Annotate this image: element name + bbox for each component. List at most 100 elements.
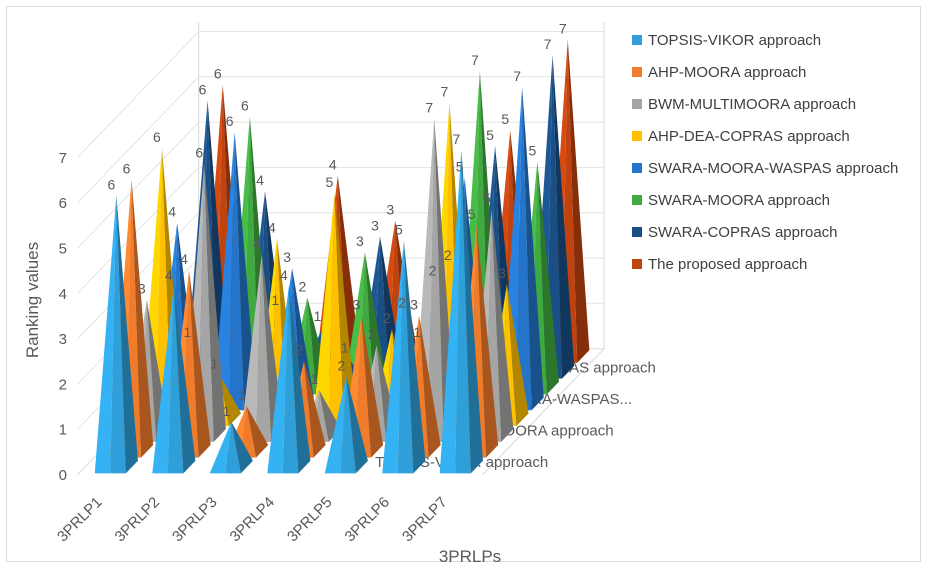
data-label: 4 xyxy=(253,235,261,251)
gridline xyxy=(76,31,605,159)
data-label: 1 xyxy=(341,340,349,356)
y-tick-label: 5 xyxy=(59,241,67,258)
data-label: 1 xyxy=(238,387,246,403)
data-label: 1 xyxy=(310,371,318,387)
data-label: 1 xyxy=(413,324,421,340)
data-label: 1 xyxy=(271,292,279,308)
data-label: 5 xyxy=(395,222,403,238)
x-axis-title: 3PRLPs xyxy=(439,547,501,566)
data-label: 6 xyxy=(195,145,203,161)
data-label: 1 xyxy=(222,403,230,419)
data-label: 2 xyxy=(429,263,437,279)
pyramid-mark xyxy=(382,240,426,474)
y-axis-ticks: 0 1 2 3 4 5 6 7 xyxy=(59,150,67,484)
y-tick-label: 0 xyxy=(59,467,67,484)
data-label: 7 xyxy=(425,99,433,115)
data-label: 7 xyxy=(471,52,479,68)
legend-entry: SWARA-MOORA approach xyxy=(648,192,830,209)
pyramid-mark xyxy=(213,132,257,411)
pyramid-mark xyxy=(94,195,138,474)
data-label: 4 xyxy=(280,267,288,283)
x-tick-label: 3PRLP4 xyxy=(227,494,279,546)
data-label: 7 xyxy=(544,36,552,52)
data-labels: 6143257641325716231754631257614527336412… xyxy=(107,20,566,418)
data-label: 7 xyxy=(452,131,460,147)
legend-swatch xyxy=(632,99,642,109)
data-label: 3 xyxy=(138,281,146,297)
pyramid-mark xyxy=(152,285,196,474)
x-axis-ticks: 3PRLP1 3PRLP2 3PRLP3 3PRLP4 3PRLP5 3PRLP6 3PRL… xyxy=(54,494,451,546)
data-label: 3 xyxy=(410,296,418,312)
data-label: 7 xyxy=(441,84,449,100)
x-tick-label: 3PRLP5 xyxy=(284,494,336,546)
data-label: 2 xyxy=(298,279,306,295)
legend-entry: The proposed approach xyxy=(648,256,807,273)
legend-swatch xyxy=(632,35,642,45)
data-label: 2 xyxy=(337,358,345,374)
data-label: 6 xyxy=(199,82,207,98)
y-tick-label: 1 xyxy=(59,422,67,439)
y-tick-label: 4 xyxy=(59,286,67,303)
data-label: 6 xyxy=(214,66,222,82)
data-label: 1 xyxy=(314,308,322,324)
y-axis-title: Ranking values xyxy=(23,242,42,358)
legend-entry: AHP-MOORA approach xyxy=(648,64,806,81)
data-label: 1 xyxy=(183,324,191,340)
data-label: 5 xyxy=(486,127,494,143)
data-label: 2 xyxy=(398,294,406,310)
legend-entry: SWARA-MOORA-WASPAS approach xyxy=(648,160,898,177)
data-label: 2 xyxy=(368,326,376,342)
data-label: 6 xyxy=(123,161,131,177)
data-label: 7 xyxy=(559,20,567,36)
y-tick-label: 6 xyxy=(59,195,67,212)
gridline xyxy=(76,76,605,204)
data-label: 6 xyxy=(241,97,249,113)
pyramid-marks xyxy=(94,39,590,474)
pyramid-mark xyxy=(439,150,483,474)
data-label: 2 xyxy=(444,247,452,263)
legend-swatch xyxy=(632,131,642,141)
y-tick-label: 7 xyxy=(59,150,67,167)
x-tick-label: 3PRLP2 xyxy=(112,494,164,546)
legend: TOPSIS-VIKOR approach AHP-MOORA approach B… xyxy=(632,32,898,273)
data-label: 4 xyxy=(329,156,337,172)
legend-entry: SWARA-COPRAS approach xyxy=(648,224,838,241)
pyramid-mark xyxy=(312,193,357,427)
gridline xyxy=(76,121,605,249)
legend-swatch xyxy=(632,227,642,237)
data-label: 3 xyxy=(371,217,379,233)
x-tick-label: 3PRLP7 xyxy=(399,494,451,546)
data-label: 5 xyxy=(468,206,476,222)
data-label: 4 xyxy=(180,251,188,267)
pyramid-mark xyxy=(324,376,368,474)
data-label: 5 xyxy=(528,143,536,159)
pyramid-mark xyxy=(500,86,544,411)
legend-swatch xyxy=(632,195,642,205)
data-label: 2 xyxy=(295,342,303,358)
data-label: 5 xyxy=(456,158,464,174)
legend-entry: BWM-MULTIMOORA approach xyxy=(648,96,856,113)
data-label: 4 xyxy=(168,204,176,220)
data-label: 6 xyxy=(153,129,161,145)
data-label: 1 xyxy=(211,355,219,371)
pyramid-mark xyxy=(209,421,253,474)
x-tick-label: 3PRLP1 xyxy=(54,494,106,546)
legend-swatch xyxy=(632,259,642,269)
data-label: 3 xyxy=(356,233,364,249)
data-label: 5 xyxy=(483,190,491,206)
legend-swatch xyxy=(632,163,642,173)
data-label: 3 xyxy=(498,265,506,281)
legend-swatch xyxy=(632,67,642,77)
y-tick-label: 3 xyxy=(59,331,67,348)
y-tick-label: 2 xyxy=(59,376,67,393)
data-label: 6 xyxy=(107,176,115,192)
data-label: 7 xyxy=(513,68,521,84)
data-label: 3 xyxy=(283,249,291,265)
data-label: 4 xyxy=(268,220,276,236)
x-tick-label: 3PRLP6 xyxy=(342,494,394,546)
data-label: 4 xyxy=(256,172,264,188)
data-label: 4 xyxy=(165,267,173,283)
data-label: 6 xyxy=(226,113,234,129)
data-label: 5 xyxy=(501,111,509,127)
